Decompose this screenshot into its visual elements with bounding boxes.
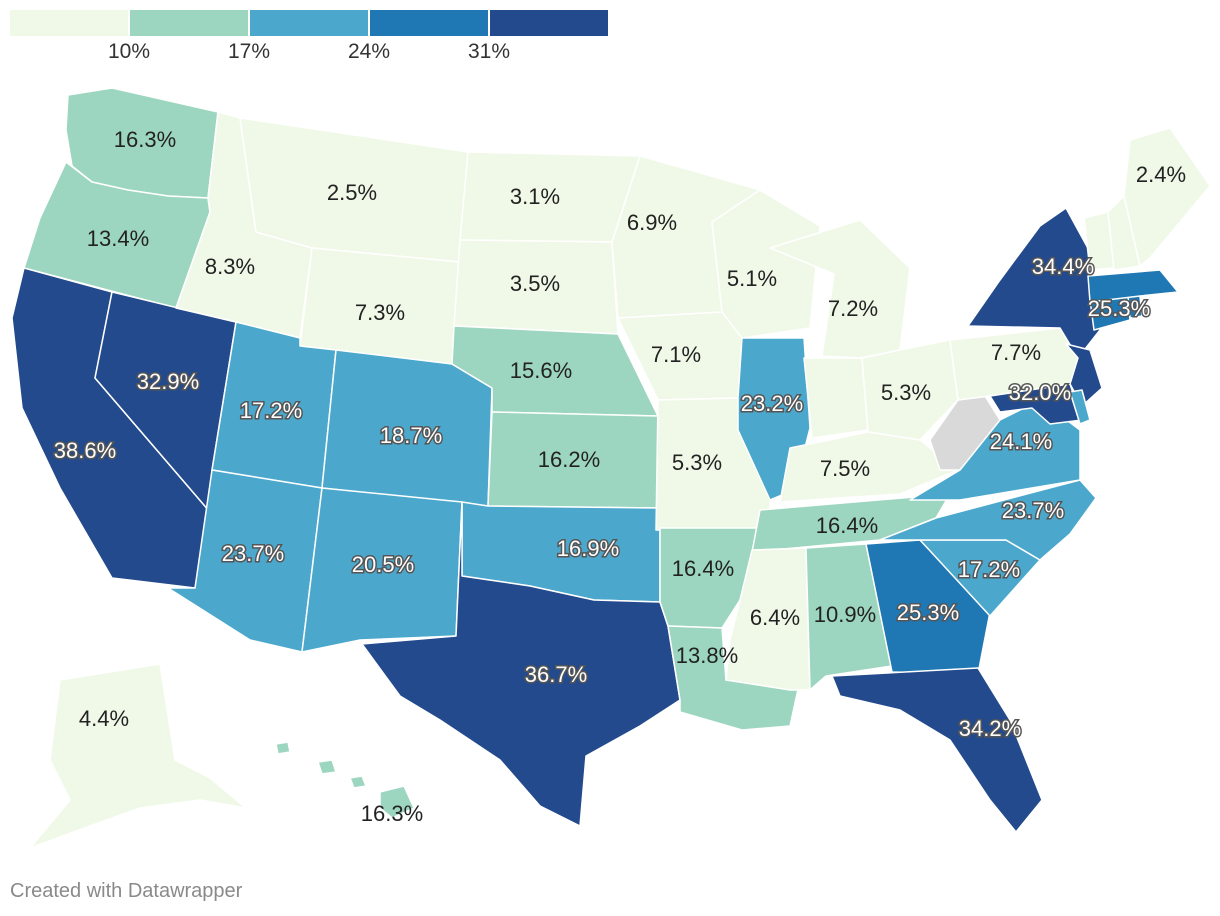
label-ME: 2.4% [1136, 162, 1186, 187]
state-MA[interactable] [1087, 269, 1179, 303]
legend-tick-24: 24% [347, 40, 391, 63]
state-IN[interactable] [803, 357, 869, 439]
state-TX[interactable] [361, 501, 681, 827]
label-ID: 8.3% [205, 254, 255, 279]
state-NM[interactable] [301, 487, 463, 653]
label-IL: 23.2% [741, 391, 803, 416]
label-KS: 16.2% [538, 447, 600, 472]
state-HI-2[interactable] [317, 759, 337, 775]
legend: 10% 17% 24% 31% [10, 10, 610, 70]
label-AK: 4.4% [79, 706, 129, 731]
label-SC: 17.2% [958, 557, 1020, 582]
label-NY: 34.4% [1032, 254, 1094, 279]
label-NE: 15.6% [510, 358, 572, 383]
label-NV: 32.9% [137, 369, 199, 394]
label-CO: 18.7% [380, 423, 442, 448]
label-LA: 13.8% [676, 643, 738, 668]
label-VA: 24.1% [990, 429, 1052, 454]
state-HI-3[interactable] [349, 775, 367, 789]
legend-swatch-2 [130, 10, 248, 36]
label-HI: 16.3% [361, 801, 423, 826]
state-AK[interactable] [29, 663, 247, 849]
label-OR: 13.4% [87, 226, 149, 251]
label-MA: 25.3% [1088, 296, 1150, 321]
label-WI: 5.1% [727, 266, 777, 291]
label-IN: 7.5% [820, 456, 870, 481]
state-HI-1[interactable] [275, 741, 291, 755]
state-AL[interactable] [805, 543, 893, 691]
label-ND: 3.1% [510, 184, 560, 209]
legend-tick-17: 17% [227, 40, 271, 63]
label-NC: 23.7% [1002, 498, 1064, 523]
state-MD[interactable] [989, 383, 1083, 425]
label-SD: 3.5% [510, 271, 560, 296]
label-NM: 20.5% [352, 552, 414, 577]
label-MI: 7.2% [828, 296, 878, 321]
us-choropleth-map: 16.3% 13.4% 38.6% 32.9% 8.3% 2.5% 7.3% 1… [11, 87, 1211, 849]
label-FL: 34.2% [959, 716, 1021, 741]
label-GA: 25.3% [897, 600, 959, 625]
label-AZ: 23.7% [222, 541, 284, 566]
label-MS: 6.4% [750, 605, 800, 630]
state-NC[interactable] [879, 479, 1097, 561]
label-WA: 16.3% [114, 127, 176, 152]
state-LA[interactable] [667, 625, 801, 731]
label-MD: 32.0% [1009, 380, 1071, 405]
state-DE[interactable] [1069, 389, 1091, 425]
state-FL[interactable] [831, 667, 1043, 833]
legend-tick-31: 31% [467, 40, 511, 63]
label-TN: 16.4% [816, 513, 878, 538]
credit-text[interactable]: Created with Datawrapper [10, 880, 243, 902]
label-CA: 38.6% [54, 438, 116, 463]
label-IA: 7.1% [651, 342, 701, 367]
state-ME[interactable] [1123, 127, 1211, 267]
state-HI-4[interactable] [379, 785, 415, 819]
label-WY: 7.3% [355, 300, 405, 325]
label-AL: 10.9% [814, 602, 876, 627]
state-WI[interactable] [711, 189, 821, 339]
legend-swatch-1 [10, 10, 128, 36]
label-TX: 36.7% [525, 662, 587, 687]
legend-swatch-4 [370, 10, 488, 36]
label-PA: 7.7% [991, 340, 1041, 365]
label-AR: 16.4% [672, 556, 734, 581]
label-UT: 17.2% [240, 398, 302, 423]
legend-tick-10: 10% [107, 40, 151, 63]
label-MN: 6.9% [627, 210, 677, 235]
label-MO: 5.3% [672, 450, 722, 475]
label-MT: 2.5% [327, 180, 377, 205]
label-OK: 16.9% [557, 536, 619, 561]
legend-swatch-3 [250, 10, 368, 36]
legend-swatch-5 [490, 10, 608, 36]
label-OH: 5.3% [881, 380, 931, 405]
